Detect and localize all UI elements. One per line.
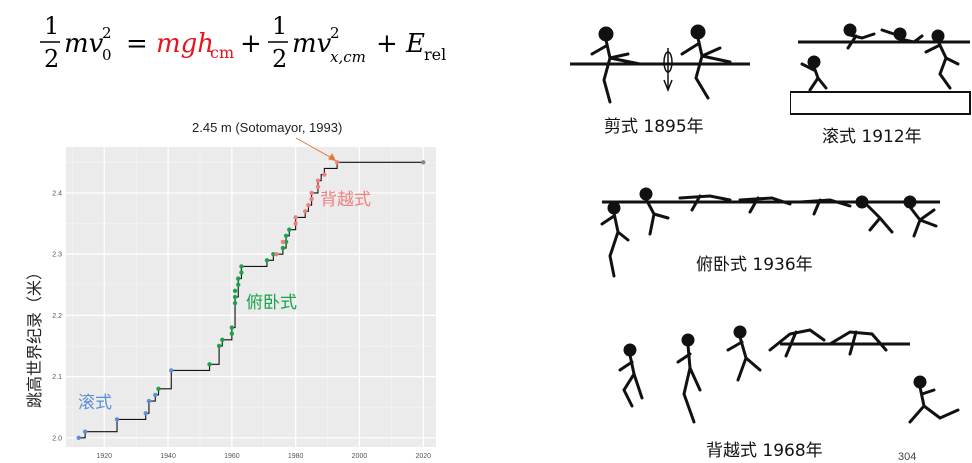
record-point xyxy=(76,435,81,441)
record-point xyxy=(315,184,321,189)
record-point xyxy=(283,239,289,245)
roll-jumper-icon xyxy=(790,23,971,115)
record-point xyxy=(143,411,148,416)
record-point xyxy=(114,417,120,422)
formula-kin-sub: x,cm xyxy=(330,48,366,66)
formula-equals: = xyxy=(126,29,148,59)
record-point xyxy=(315,178,321,183)
record-point xyxy=(156,386,161,392)
page-number: 304 xyxy=(898,451,917,463)
x-tick-label: 1960 xyxy=(224,453,240,460)
annotation-arrowhead xyxy=(328,153,337,162)
record-point xyxy=(293,221,298,226)
x-tick-label: 2000 xyxy=(352,453,368,460)
record-point xyxy=(232,288,238,294)
record-point xyxy=(232,300,238,306)
y-tick-label: 2.0 xyxy=(52,435,62,442)
record-point xyxy=(306,202,311,208)
record-point xyxy=(82,429,88,434)
technique-illustrations: 剪式 1895年 滚式 1912年 xyxy=(570,0,972,463)
record-point xyxy=(309,196,314,202)
record-point xyxy=(220,337,225,343)
fosbury-jumper-icon xyxy=(618,325,960,424)
technique-label: 滚式 xyxy=(78,393,112,413)
y-axis-label: 跳高世界纪录（米） xyxy=(25,264,44,408)
record-point xyxy=(239,270,244,275)
formula-plus-1: + xyxy=(240,29,262,59)
record-point xyxy=(239,264,244,269)
caption-scissors: 剪式 1895年 xyxy=(604,117,704,137)
record-point xyxy=(280,245,286,251)
scissors-jumper-icon xyxy=(570,24,750,104)
plot-background xyxy=(66,147,436,447)
record-point xyxy=(264,258,270,263)
record-point xyxy=(309,190,314,196)
formula-lhs-sup: 2 xyxy=(102,24,112,42)
x-tick-label: 1920 xyxy=(96,453,112,460)
x-tick-label: 2020 xyxy=(415,453,431,460)
formula-potential-sub: cm xyxy=(210,43,234,62)
formula-kin-sup: 2 xyxy=(330,24,340,42)
formula-half-den: 2 xyxy=(44,45,59,73)
record-point xyxy=(283,233,289,238)
technique-label: 俯卧式 xyxy=(246,293,297,313)
record-point xyxy=(322,172,327,177)
record-point xyxy=(236,282,241,287)
formula-kin-term: mv xyxy=(292,29,332,59)
formula-rel-sub: rel xyxy=(424,45,446,64)
y-tick-label: 2.4 xyxy=(52,190,62,197)
formula-lhs-term: mv xyxy=(64,29,104,59)
record-point xyxy=(153,392,158,398)
formula-lhs-sub: 0 xyxy=(102,46,112,64)
roll-illustration xyxy=(790,12,972,116)
y-tick-label: 2.3 xyxy=(52,252,62,259)
formula-plus-2: + xyxy=(376,29,398,59)
caption-roll: 滚式 1912年 xyxy=(822,127,922,147)
formula-half-num: 1 xyxy=(44,12,59,40)
formula-rel-term: E xyxy=(405,29,425,59)
record-point xyxy=(216,343,222,349)
record-point xyxy=(232,294,238,300)
y-tick-label: 2.2 xyxy=(52,313,62,320)
chart-annotation: 2.45 m (Sotomayor, 1993) xyxy=(192,120,342,135)
record-point xyxy=(236,276,241,281)
y-tick-label: 2.1 xyxy=(52,374,62,381)
record-point xyxy=(229,331,235,336)
formula-half-num-2: 1 xyxy=(272,12,287,40)
straddle-jumper-icon xyxy=(600,187,940,278)
formula-half-den-2: 2 xyxy=(272,45,287,73)
formula-potential-term: mgh xyxy=(156,29,214,59)
fosbury-illustration xyxy=(610,310,965,440)
caption-straddle: 俯卧式 1936年 xyxy=(696,255,813,275)
record-point xyxy=(271,251,276,257)
record-point xyxy=(421,160,426,165)
straddle-illustration xyxy=(580,180,965,280)
technique-label: 背越式 xyxy=(320,190,371,210)
caption-fosbury: 背越式 1968年 xyxy=(706,441,823,461)
energy-formula: 1 2 mv 2 0 = mgh cm + 1 2 mv 2 x,cm + E … xyxy=(34,8,474,78)
record-point xyxy=(280,239,286,245)
record-point xyxy=(207,362,212,367)
record-point xyxy=(274,251,279,257)
scissors-illustration xyxy=(570,18,750,110)
high-jump-record-chart: 2.45 m (Sotomayor, 1993) 跳高世界纪录（米） 1920 1… xyxy=(0,112,440,463)
record-point xyxy=(303,209,308,214)
x-tick-label: 1980 xyxy=(288,453,304,460)
plot-area: 1920 1940 1960 1980 2000 2020 2.0 2.1 2.2 2.3 2.4 滚… xyxy=(52,137,436,460)
annotation-arrow xyxy=(295,137,335,160)
record-point xyxy=(287,227,292,232)
record-point xyxy=(229,325,235,330)
x-tick-label: 1940 xyxy=(160,453,176,460)
record-point xyxy=(169,368,174,373)
record-point xyxy=(293,215,298,220)
record-point xyxy=(146,398,152,404)
